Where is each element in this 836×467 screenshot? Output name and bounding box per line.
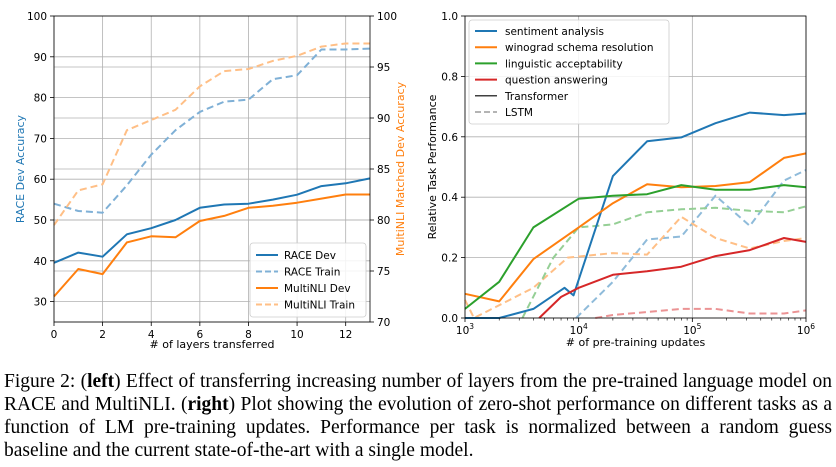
caption-prefix: Figure 2: ( <box>4 371 88 392</box>
legend-label: Transformer <box>504 91 569 103</box>
series-line-lstm-sentiment-analysis <box>575 169 807 319</box>
y-tick-label-right: 85 <box>377 164 390 176</box>
y-tick-label-left: 80 <box>34 93 47 105</box>
legend-label: linguistic acceptability <box>505 58 623 70</box>
y-axis-label-right: MultiNLI Matched Dev Accuracy <box>394 81 407 256</box>
series-line-transformer-linguistic-acceptability <box>464 184 807 310</box>
y-tick-label-left: 40 <box>34 256 47 268</box>
legend-box <box>249 242 367 318</box>
y-tick-label-left: 90 <box>34 52 47 64</box>
legend-label: sentiment analysis <box>505 26 604 38</box>
legend-label: LSTM <box>505 107 533 119</box>
legend-label: question answering <box>505 75 608 87</box>
y-tick-label-right: 90 <box>377 113 390 125</box>
y-tick-label-right: 75 <box>377 266 390 278</box>
caption-middle: ) Effect of transferring increasing numb… <box>4 371 832 415</box>
series-line-lstm-question-answering <box>595 307 807 319</box>
y-tick-label: 1.0 <box>441 11 458 23</box>
legend-label: winograd schema resolution <box>505 42 654 54</box>
y-tick-label: 0.8 <box>441 71 458 83</box>
series-line-multinli-dev <box>53 193 370 298</box>
y-tick-label-left: 30 <box>34 297 47 309</box>
series-line-lstm-winograd-schema-resolution <box>464 215 807 319</box>
figure-caption: Figure 2: (left) Effect of transferring … <box>4 370 832 462</box>
y-tick-label: 0.4 <box>441 192 458 204</box>
series-line-race-dev <box>53 177 371 264</box>
legend-label: RACE Train <box>284 267 340 279</box>
y-tick-label: 0.0 <box>441 313 458 325</box>
x-tick-label: 6 <box>197 329 204 341</box>
y-tick-label-left: 70 <box>34 133 47 145</box>
x-tick-label: 104 <box>570 322 588 337</box>
y-tick-label-right: 95 <box>377 62 390 74</box>
legend-label: RACE Dev <box>284 250 336 262</box>
series-line-multinli-train <box>53 42 370 226</box>
x-tick-label: 106 <box>797 322 815 337</box>
caption-right-word: right <box>187 394 229 415</box>
y-tick-label-left: 60 <box>34 174 47 186</box>
y-tick-label-left: 50 <box>34 215 47 227</box>
left-chart: 0 2 4 6 8 10 12 30 40 50 60 70 80 90 100 70 75 80 85 90 95 10… <box>14 11 407 351</box>
plot-frame <box>464 15 807 319</box>
series-line-transformer-sentiment-analysis <box>465 111 807 319</box>
y-tick-label: 0.2 <box>441 253 458 265</box>
legend-label: MultiNLI Dev <box>284 283 351 295</box>
series-line-race-train <box>53 47 371 214</box>
y-tick-label: 0.6 <box>441 132 458 144</box>
x-tick-label: 103 <box>456 322 474 337</box>
x-axis-label: # of pre-training updates <box>566 336 706 349</box>
series-line-transformer-winograd-schema-resolution <box>464 152 807 303</box>
legend-box <box>468 19 670 125</box>
x-tick-label: 0 <box>51 329 58 341</box>
series-line-lstm-linguistic-acceptability <box>521 205 807 319</box>
y-tick-label-right: 80 <box>377 215 390 227</box>
y-axis-label: Relative Task Performance <box>426 94 439 239</box>
caption-left-word: left <box>87 371 115 392</box>
x-tick-label: 4 <box>148 329 155 341</box>
y-axis-label-left: RACE Dev Accuracy <box>14 114 27 223</box>
series-line-transformer-question-answering <box>538 237 807 319</box>
x-tick-label: 8 <box>245 329 252 341</box>
x-axis-label: # of layers transferred <box>150 338 275 351</box>
x-tick-label: 2 <box>99 329 106 341</box>
y-tick-label-right: 70 <box>377 317 390 329</box>
y-tick-label-right: 100 <box>377 11 397 23</box>
y-tick-label-left: 100 <box>27 11 47 23</box>
x-tick-label: 12 <box>339 329 352 341</box>
x-tick-label: 10 <box>290 329 303 341</box>
figure-canvas: 0 2 4 6 8 10 12 30 40 50 60 70 80 90 100 70 75 80 85 90 95 10… <box>14 11 815 351</box>
x-tick-label: 105 <box>683 322 701 337</box>
legend-label: MultiNLI Train <box>284 300 355 312</box>
right-chart: 103 104 105 106 0.0 0.2 0.4 0.6 0.8 1.0 # of pre-t… <box>426 11 815 349</box>
caption-suffix: ) Plot showing the evolution of zero-sho… <box>4 394 833 461</box>
